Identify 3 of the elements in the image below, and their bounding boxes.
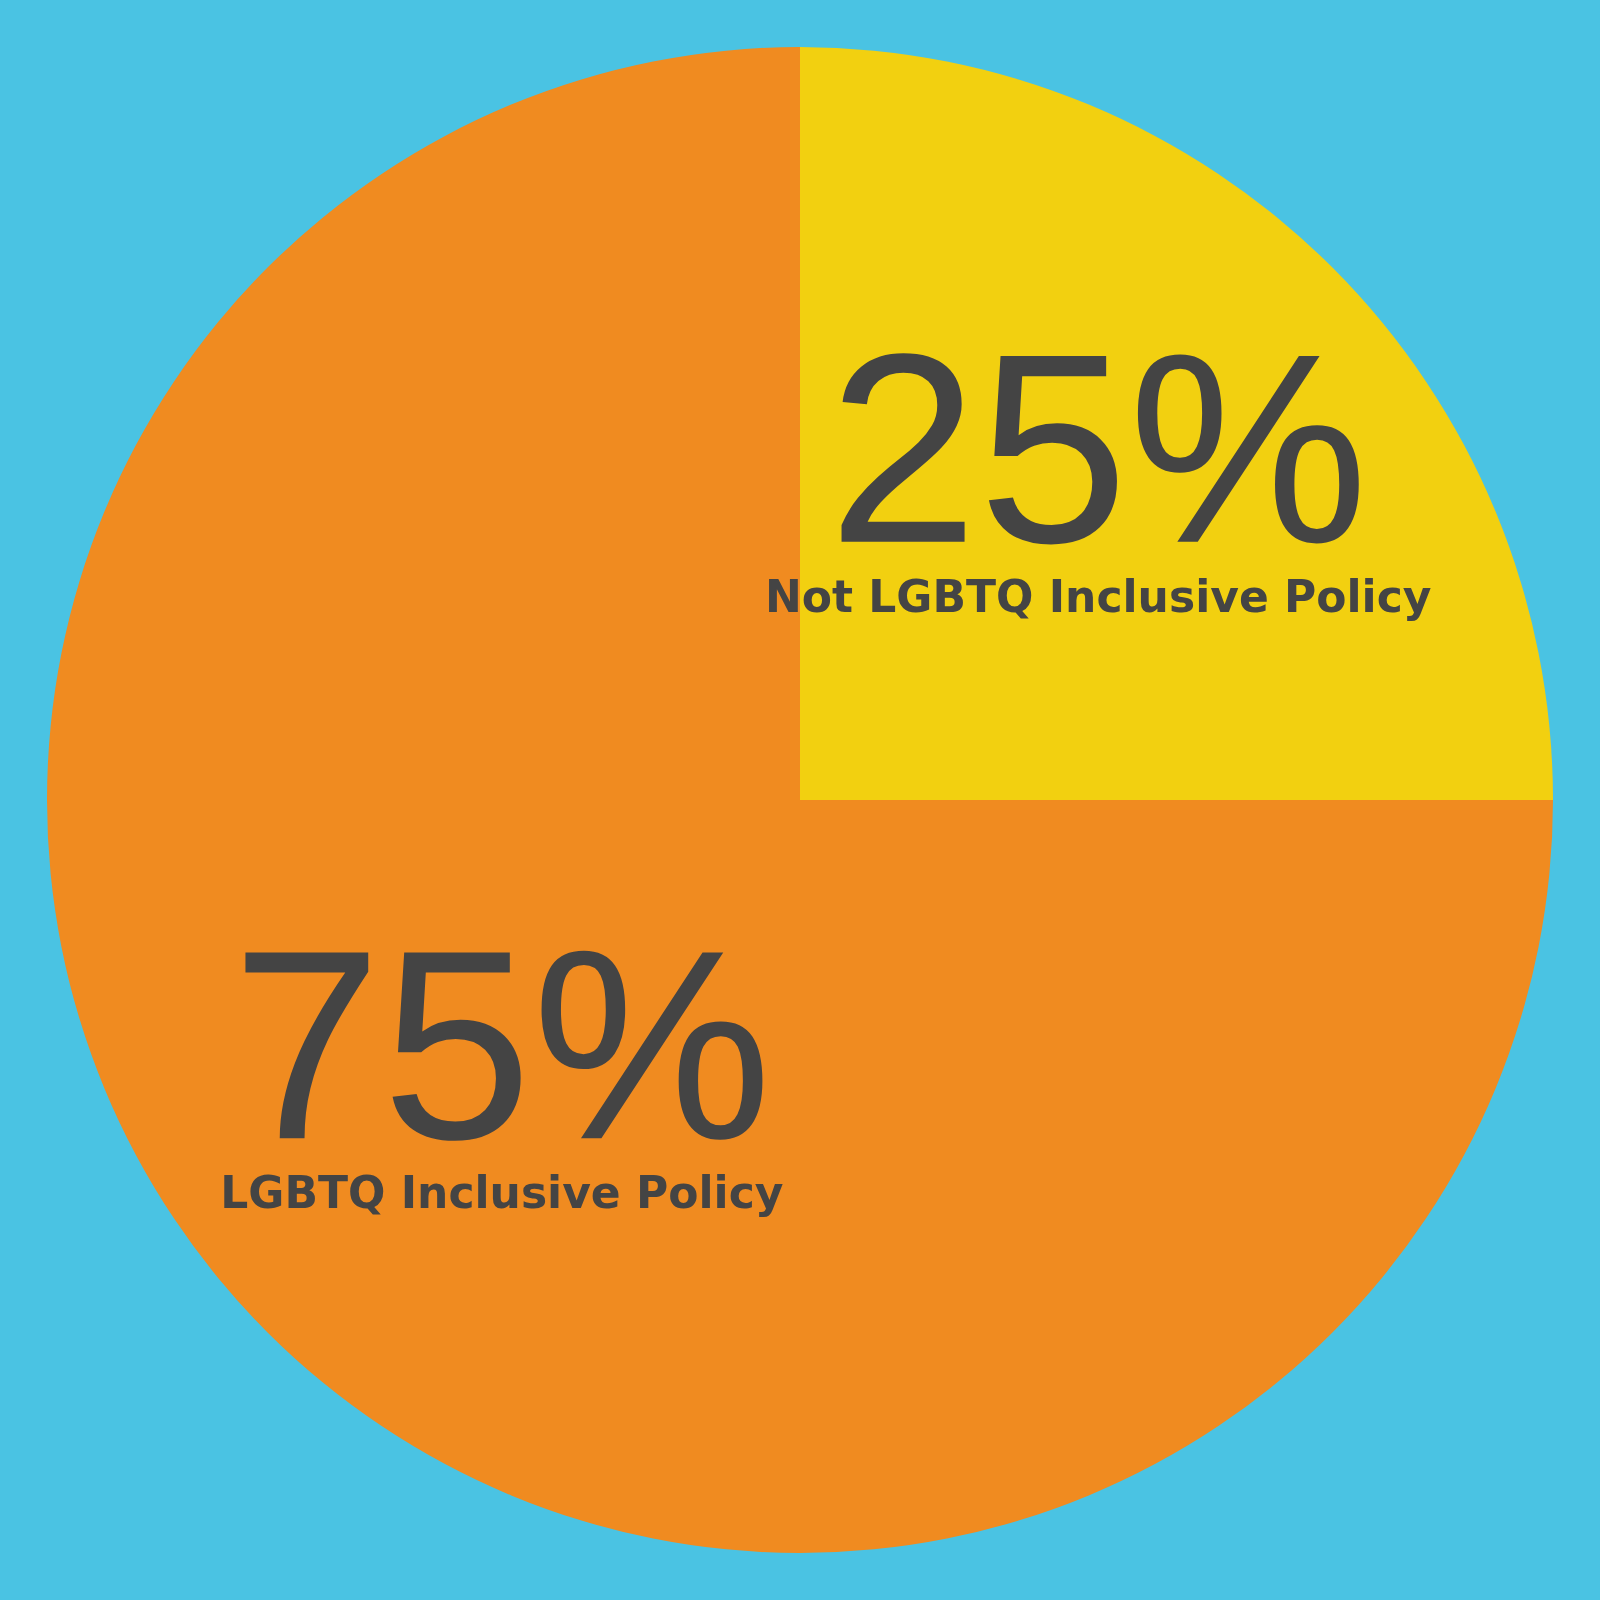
slice-label: LGBTQ Inclusive Policy: [220, 1167, 784, 1219]
pie-slice: [47, 47, 1553, 1553]
slice-label: Not LGBTQ Inclusive Policy: [764, 570, 1432, 622]
